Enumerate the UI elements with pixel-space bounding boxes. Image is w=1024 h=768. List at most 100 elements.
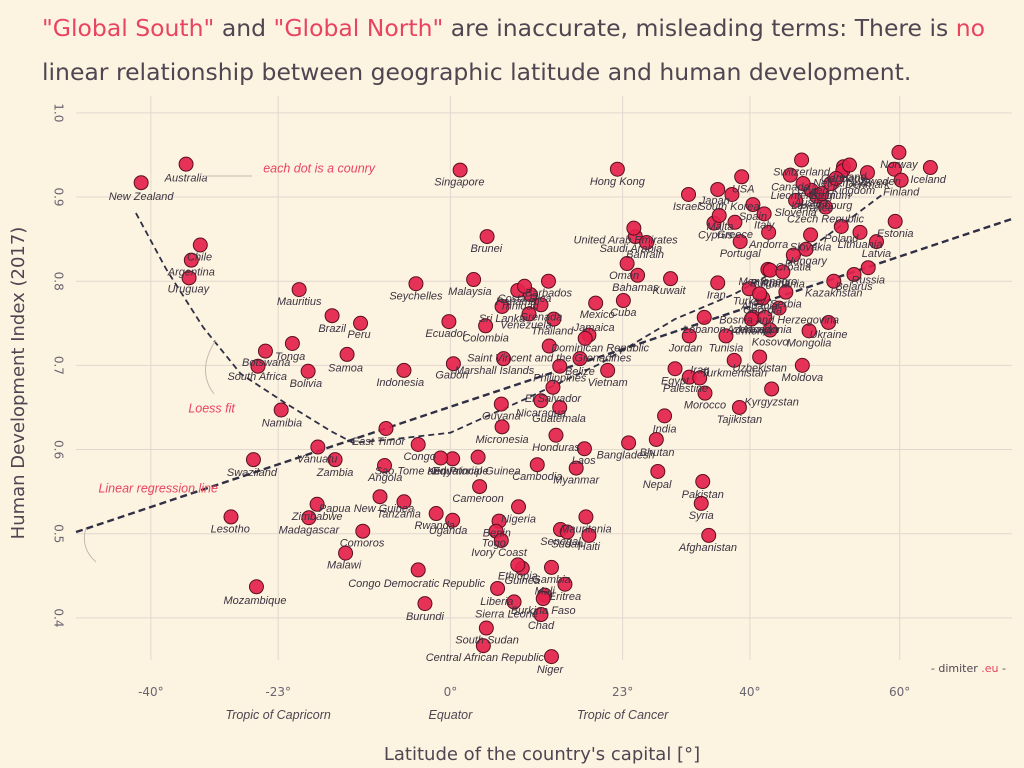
data-point <box>798 241 814 257</box>
data-point <box>327 452 343 468</box>
data-point <box>353 315 369 331</box>
data-point <box>826 273 842 289</box>
point-label: Argentina <box>167 267 215 279</box>
point-label: Madagascar <box>279 524 341 536</box>
point-label: Iran <box>707 289 726 301</box>
data-point <box>245 452 261 468</box>
loess-fit-line <box>135 192 886 444</box>
data-point <box>701 527 717 543</box>
point-label: Togo <box>482 538 506 550</box>
point-label: Myanmar <box>553 475 600 487</box>
point-label: Mauritania <box>560 523 611 535</box>
point-label: Sudan <box>551 539 583 551</box>
data-point <box>552 358 568 374</box>
data-point <box>757 309 773 325</box>
point-label: Australia <box>164 172 208 184</box>
point-label: Micronesia <box>475 434 528 446</box>
data-point <box>648 431 664 447</box>
point-label: South Korea <box>698 201 759 213</box>
y-axis-title: Human Development Index (2017) <box>8 227 29 540</box>
data-point <box>801 323 817 339</box>
data-point <box>852 224 868 240</box>
point-label: Indonesia <box>376 377 424 389</box>
point-label: Latvia <box>862 248 891 260</box>
point-label: Denmark <box>845 179 890 191</box>
y-tick-label: 0.7 <box>52 356 66 375</box>
point-label: Barbados <box>525 288 573 300</box>
data-point <box>192 237 208 253</box>
point-label: Rwanda <box>414 520 454 532</box>
point-label: Estonia <box>877 228 914 240</box>
y-tick-label: 0.4 <box>52 608 66 627</box>
y-tick-label: 0.8 <box>52 272 66 291</box>
data-point <box>324 308 340 324</box>
point-label: Marshall Islands <box>455 365 535 377</box>
data-point <box>472 479 488 495</box>
point-label: Burkina Faso <box>511 605 576 617</box>
data-point <box>301 510 317 526</box>
data-point <box>785 247 801 263</box>
data-point <box>891 144 907 160</box>
point-label: Equatorial Guinea <box>433 465 521 477</box>
data-point <box>410 562 426 578</box>
point-label: Canada <box>771 182 810 194</box>
data-point <box>630 267 646 283</box>
point-label: Swaziland <box>227 467 278 479</box>
y-tick-label: 0.6 <box>52 440 66 459</box>
point-label: United Kingdom <box>797 185 875 197</box>
point-label: Luxembourg <box>791 200 853 212</box>
credit-prefix: - dimiter <box>931 662 981 675</box>
data-point <box>650 463 666 479</box>
data-point <box>506 594 522 610</box>
point-label: Nepal <box>643 479 672 491</box>
point-label: Philippines <box>533 373 587 385</box>
point-label: Benin <box>483 528 511 540</box>
data-point <box>922 160 938 176</box>
point-label: Samoa <box>328 363 363 375</box>
data-point <box>181 270 197 286</box>
point-label: Kosovo <box>752 337 789 349</box>
point-label: USA <box>732 183 755 195</box>
x-tick-label: 0° <box>444 685 458 699</box>
axis-ticks: 0.4 0.5 0.6 0.7 0.8 0.9 1.0 -40° -23° 0° 23° 40° 60° <box>52 103 911 699</box>
point-label: Belarus <box>835 281 873 293</box>
point-label: Norway <box>880 159 919 171</box>
point-label: Palestine <box>663 383 708 395</box>
point-label: Tonga <box>275 351 305 363</box>
point-label: Iceland <box>910 174 946 186</box>
data-point <box>577 330 593 346</box>
data-point <box>533 297 549 313</box>
data-point <box>540 273 556 289</box>
data-point <box>529 457 545 473</box>
data-point <box>533 607 549 623</box>
credit-suffix: - <box>999 662 1006 675</box>
title-no: no <box>955 14 985 42</box>
data-point <box>621 435 637 451</box>
point-label: Croatia <box>776 262 811 274</box>
data-point <box>771 300 787 316</box>
point-label: Sierra Leone <box>475 608 538 620</box>
point-label: Poland <box>824 233 859 245</box>
point-label: Laos <box>572 455 596 467</box>
point-label: United Arab Emirates <box>574 235 679 247</box>
point-label: Afghanistan <box>678 542 737 554</box>
point-label: Papua New Guinea <box>319 503 414 515</box>
data-point <box>543 559 559 575</box>
title-text-3: linear relationship between geographic l… <box>42 58 912 86</box>
data-point <box>396 494 412 510</box>
data-point <box>445 512 461 528</box>
point-label: Mali <box>535 586 556 598</box>
data-point <box>578 509 594 525</box>
point-label: Niger <box>537 664 565 676</box>
data-point <box>619 256 635 272</box>
reference-labels: Tropic of Capricorn Equator Tropic of Canc… <box>225 708 669 722</box>
point-label: Jordan <box>668 342 703 354</box>
data-point <box>724 186 740 202</box>
point-label: Congo Democratic Republic <box>348 578 485 590</box>
data-point <box>494 298 510 314</box>
point-label: Sri Lanka <box>479 313 525 325</box>
data-point <box>693 495 709 511</box>
point-label: Ireland <box>833 172 868 184</box>
data-point <box>490 580 506 596</box>
